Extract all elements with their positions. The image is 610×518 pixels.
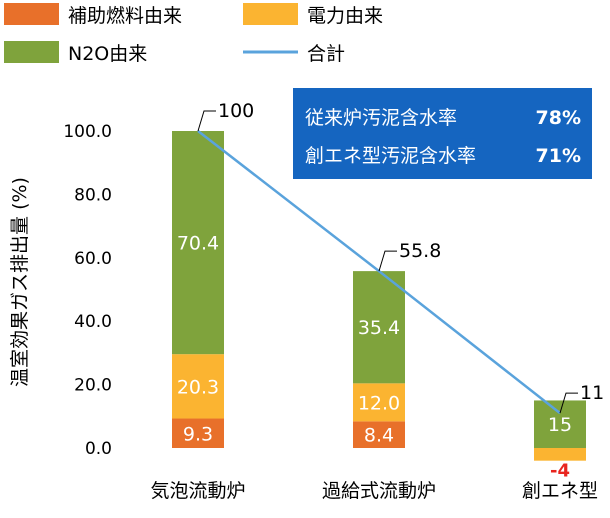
annotation-label-conventional: 従来炉汚泥含水率 <box>305 107 457 129</box>
legend-item-n2o: N2O由来 <box>4 41 147 65</box>
bar-segment <box>534 400 586 448</box>
x-tick-label: 過給式流動炉 <box>322 480 436 502</box>
data-label: 15 <box>548 414 572 436</box>
y-tick-label: 60.0 <box>74 249 112 269</box>
annotation-value-conventional: 78% <box>536 107 581 129</box>
x-axis: 気泡流動炉 過給式流動炉 創エネ型 <box>150 480 598 502</box>
total-label: 100 <box>218 100 254 122</box>
y-tick-label: 0.0 <box>85 439 112 459</box>
annotation-value-energy-creating: 71% <box>536 145 581 167</box>
total-leader-line <box>197 110 216 132</box>
legend-item-total: 合計 <box>243 43 345 65</box>
bar-segment <box>172 131 224 355</box>
annotation-box <box>293 88 592 179</box>
legend-item-aux-fuel: 補助燃料由来 <box>4 3 182 27</box>
data-label: 35.4 <box>358 317 400 339</box>
legend-swatch-n2o <box>4 41 59 63</box>
total-leader-line <box>378 250 397 272</box>
legend-label-electricity: 電力由来 <box>307 5 383 27</box>
legend-label-total: 合計 <box>307 43 345 65</box>
total-label: 55.8 <box>399 240 441 262</box>
data-label: 20.3 <box>177 376 219 398</box>
legend-label-n2o: N2O由来 <box>68 43 147 65</box>
data-label: 70.4 <box>177 233 219 255</box>
legend: 補助燃料由来 電力由来 N2O由来 合計 <box>4 3 383 65</box>
y-tick-label: -20.0 <box>68 516 117 518</box>
total-leader-line <box>559 392 578 414</box>
y-tick-label: 80.0 <box>74 185 112 205</box>
bar-segment <box>534 448 586 461</box>
legend-label-aux-fuel: 補助燃料由来 <box>68 5 182 27</box>
x-tick-label: 気泡流動炉 <box>150 480 245 502</box>
bars: 9.3 20.3 70.4 8.4 12.0 35.4 -4 15 <box>172 131 586 482</box>
y-axis-title: 温室効果ガス排出量 (%) <box>9 177 31 387</box>
annotation-label-energy-creating: 創エネ型汚泥含水率 <box>305 145 476 167</box>
data-label: 9.3 <box>183 423 213 445</box>
total-series: 100 55.8 11 <box>197 100 604 415</box>
legend-item-electricity: 電力由来 <box>243 3 383 27</box>
data-label: 8.4 <box>364 425 394 447</box>
bar-segment <box>172 354 224 419</box>
legend-swatch-aux-fuel <box>4 3 59 25</box>
moisture-annotation: 従来炉汚泥含水率 78% 創エネ型汚泥含水率 71% <box>293 88 592 179</box>
bar-segment <box>353 421 405 448</box>
bar-segment <box>353 383 405 422</box>
x-tick-label: 創エネ型 <box>522 480 598 502</box>
y-tick-label: 20.0 <box>74 376 112 396</box>
y-tick-label: 40.0 <box>74 312 112 332</box>
data-label: 12.0 <box>358 392 400 414</box>
y-tick-label: 100.0 <box>63 122 112 142</box>
y-axis: -20.0 0.0 20.0 40.0 60.0 80.0 100.0 <box>63 122 117 518</box>
total-label: 11 <box>580 382 604 404</box>
legend-swatch-electricity <box>243 3 298 25</box>
bar-segment <box>172 418 224 448</box>
data-label-negative: -4 <box>550 461 570 482</box>
bar-segment <box>353 271 405 384</box>
